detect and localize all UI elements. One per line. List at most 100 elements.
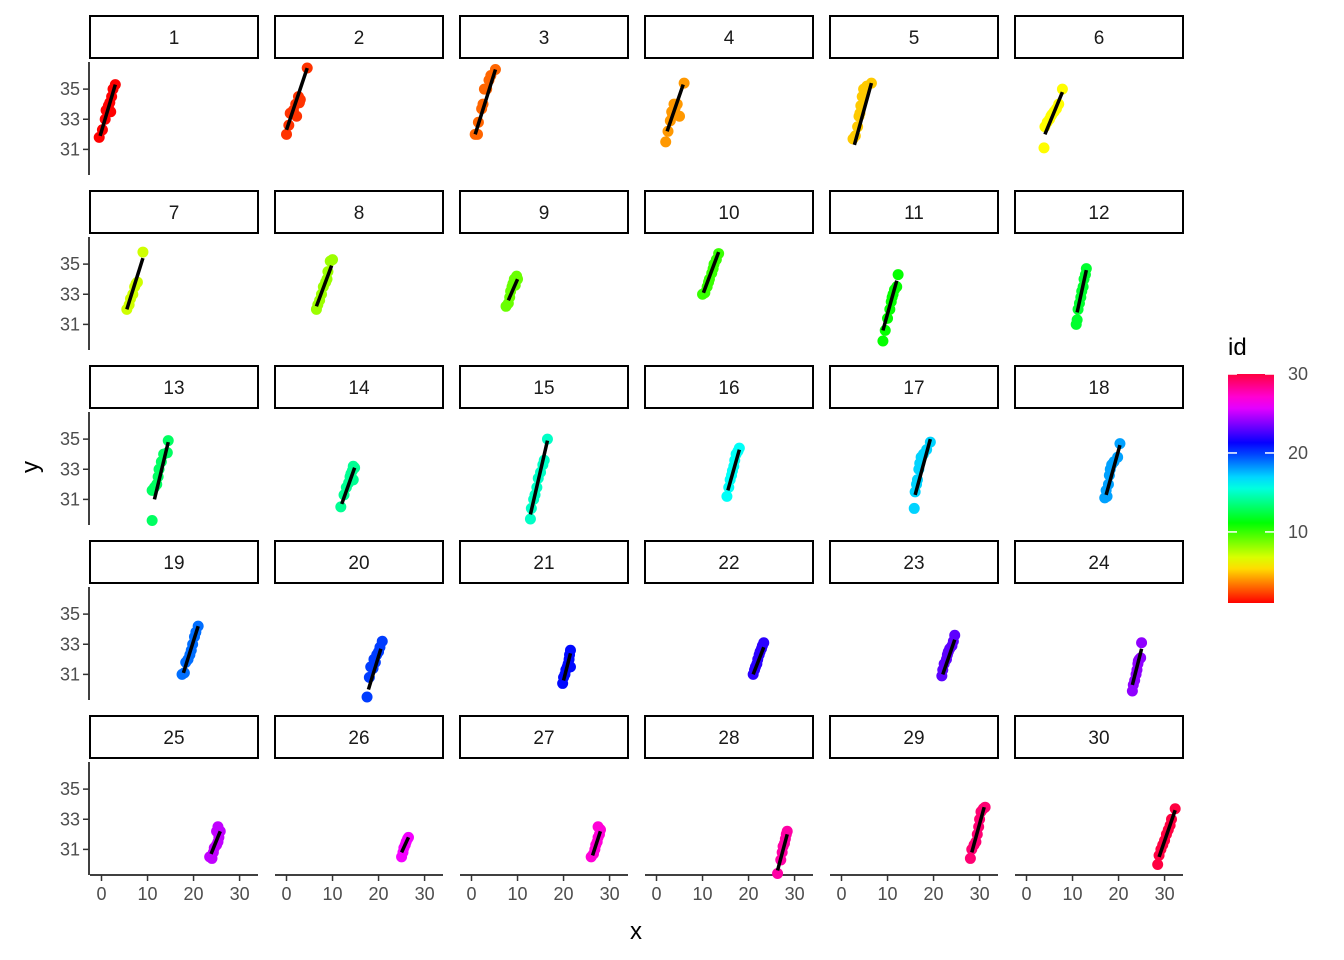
regression-line (209, 830, 222, 855)
facet-panel: 16 (644, 365, 814, 502)
facet-strip (644, 540, 814, 584)
x-tick-label: 20 (369, 884, 389, 904)
data-point (674, 110, 686, 122)
x-tick-label: 20 (554, 884, 574, 904)
facet-strip-label: 24 (1088, 553, 1110, 574)
facet-strip-label: 25 (163, 728, 184, 749)
facet-strip-label: 27 (533, 728, 554, 749)
x-tick-label: 30 (1155, 884, 1175, 904)
regression-line (473, 69, 498, 135)
facet-strip (274, 715, 444, 759)
facet-strip (829, 540, 999, 584)
x-tick-label: 0 (281, 884, 291, 904)
x-tick-label: 0 (96, 884, 106, 904)
data-point (335, 501, 347, 513)
facet-strip-label: 13 (163, 378, 184, 399)
legend-tick-label: 10 (1288, 522, 1308, 542)
data-point (1080, 263, 1092, 275)
data-point (291, 110, 303, 122)
legend-tick-label: 20 (1288, 443, 1308, 463)
y-tick-label: 35 (60, 779, 80, 799)
facet-strip-label: 10 (718, 203, 739, 224)
regression-line (284, 67, 309, 131)
facet-strip-label: 30 (1088, 728, 1109, 749)
x-tick-label: 0 (466, 884, 476, 904)
facet-strip (274, 15, 444, 59)
facet-panel: 22 (644, 540, 814, 680)
data-point (594, 824, 606, 836)
regression-line (181, 625, 200, 674)
facet-strip-label: 14 (348, 378, 370, 399)
regression-line (399, 836, 411, 854)
x-tick-label: 10 (138, 884, 158, 904)
data-point (877, 335, 889, 347)
facet-strip (459, 365, 629, 409)
facet-strip (274, 540, 444, 584)
x-tick-label: 0 (651, 884, 661, 904)
facet-panel: 25 31 33 35 0 10 20 30 (60, 715, 259, 904)
facet-strip-label: 19 (163, 553, 184, 574)
facet-strip-label: 29 (903, 728, 924, 749)
data-point (137, 246, 149, 258)
facet-panel: 21 (459, 540, 629, 689)
data-point (1101, 490, 1113, 502)
facet-strip (459, 15, 629, 59)
regression-line (1104, 444, 1122, 496)
facet-strip (829, 190, 999, 234)
y-tick-label: 31 (60, 139, 80, 159)
y-tick-label: 33 (60, 284, 80, 304)
y-tick-label: 33 (60, 109, 80, 129)
facet-panel: 23 (829, 540, 999, 682)
y-axis-title: y (17, 461, 44, 473)
facet-strip (1014, 365, 1184, 409)
regression-line (941, 639, 957, 675)
facet-panel: 14 (274, 365, 444, 513)
facet-strip (89, 715, 259, 759)
y-tick-label: 31 (60, 489, 80, 509)
facet-strip-label: 5 (909, 28, 920, 49)
facet-strip-label: 23 (903, 553, 924, 574)
legend-colorbar (1228, 374, 1274, 603)
data-point (1169, 803, 1181, 815)
facet-panel: 1 31 33 35 (60, 15, 259, 175)
legend-tick-label: 30 (1288, 364, 1308, 384)
regression-line (506, 278, 520, 301)
facet-strip-label: 28 (718, 728, 739, 749)
facet-panel: 9 (459, 190, 629, 312)
facet-strip (829, 715, 999, 759)
x-tick-label: 20 (739, 884, 759, 904)
y-tick-label: 35 (60, 79, 80, 99)
y-tick-label: 33 (60, 809, 80, 829)
data-point (733, 442, 745, 454)
facet-panel: 18 (1014, 365, 1184, 504)
regression-line (152, 441, 170, 500)
facet-panel: 11 (829, 190, 999, 347)
facet-strip (1014, 190, 1184, 234)
facet-panel: 30 0 10 20 30 (1014, 715, 1184, 904)
regression-line (726, 449, 742, 491)
y-tick-label: 31 (60, 664, 80, 684)
data-point (564, 644, 576, 656)
x-tick-label: 10 (1063, 884, 1083, 904)
facet-panel: 29 0 10 20 30 (829, 715, 999, 904)
y-tick-label: 33 (60, 459, 80, 479)
x-tick-label: 10 (878, 884, 898, 904)
x-tick-label: 20 (924, 884, 944, 904)
data-point (524, 513, 536, 525)
x-axis-title: x (630, 918, 642, 945)
regression-line (881, 280, 899, 331)
facet-panel: 5 (829, 15, 999, 146)
color-legend: id 10 20 30 (1228, 334, 1308, 603)
facet-strip-label: 9 (539, 203, 550, 224)
facet-panel: 20 (274, 540, 444, 703)
facet-strip-label: 4 (724, 28, 735, 49)
regression-line (701, 251, 721, 294)
legend-ticks: 10 20 30 (1228, 364, 1308, 542)
data-point (908, 502, 920, 514)
regression-line (970, 806, 986, 853)
facet-strip-label: 26 (348, 728, 369, 749)
x-tick-label: 20 (1109, 884, 1129, 904)
data-point (1038, 142, 1050, 154)
